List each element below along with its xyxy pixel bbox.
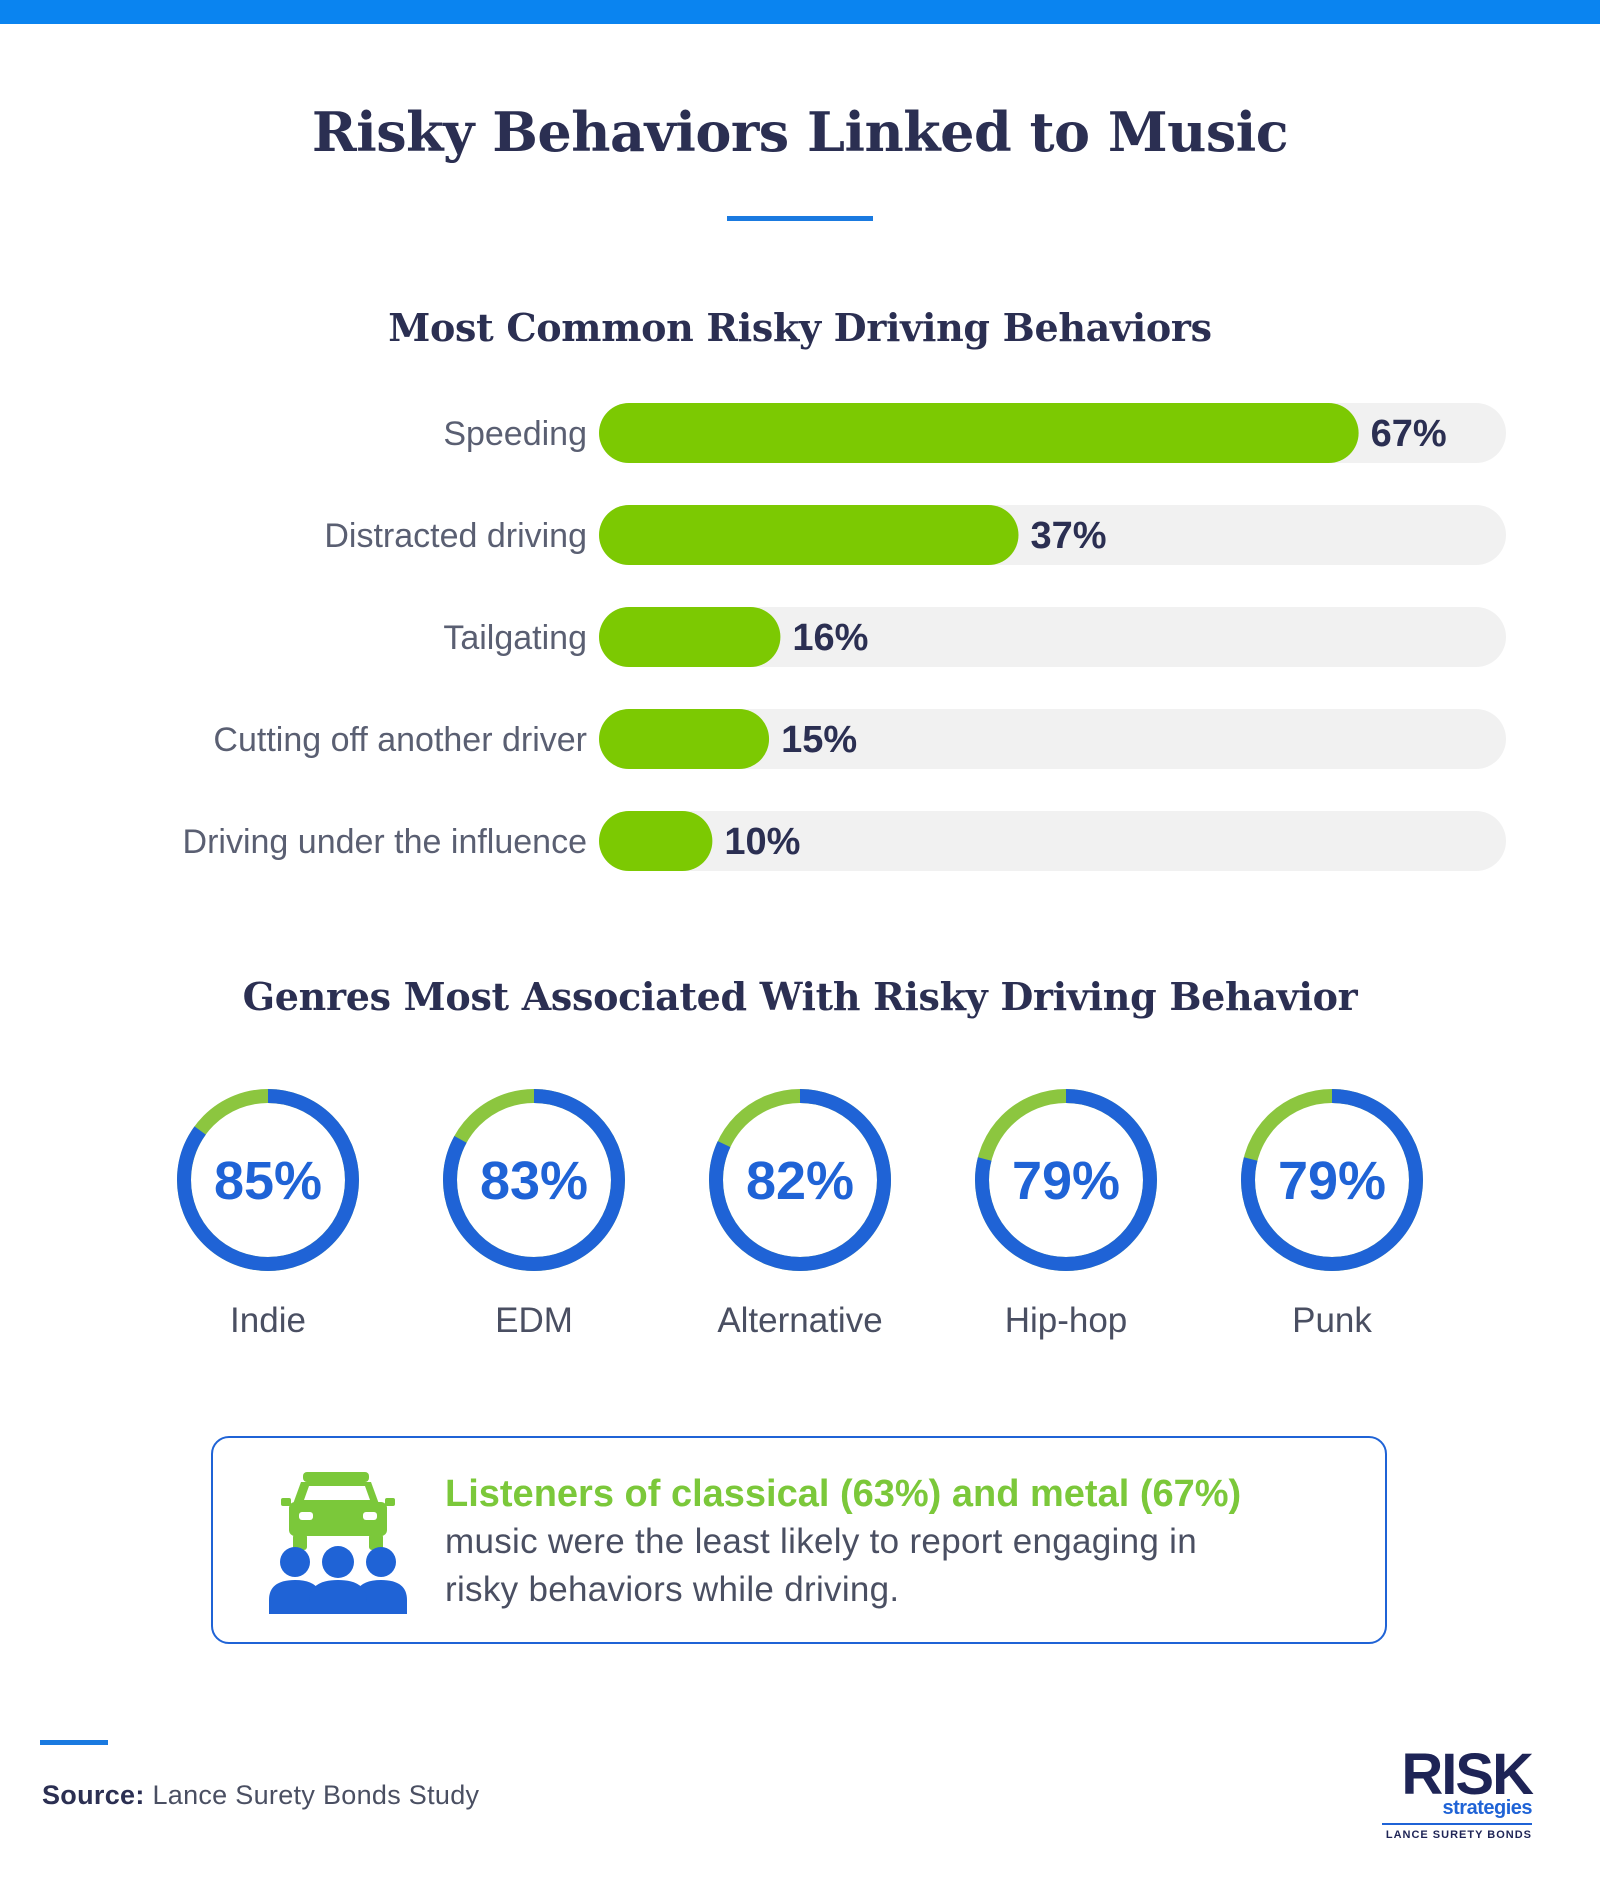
- bar-tailgating: [599, 607, 781, 667]
- callout-text: Listeners of classical (63%) and metal (…: [445, 1470, 1345, 1614]
- donut-hip-hop: 79% Hip-hop: [975, 1089, 1157, 1340]
- donut-label-hip-hop: Hip-hop: [1005, 1301, 1128, 1340]
- bar-value-speeding: 67%: [1371, 413, 1447, 455]
- bar-row-driving-under-the-influence: Driving under the influence 10%: [183, 811, 1506, 871]
- car-with-people-icon: [269, 1472, 407, 1614]
- callout-highlight: Listeners of classical (63%) and metal (…: [445, 1473, 1242, 1515]
- callout-line-2: risky behaviors while driving.: [445, 1570, 900, 1609]
- logo-tagline: LANCE SURETY BONDS: [1385, 1829, 1532, 1841]
- logo-subtitle: strategies: [1442, 1797, 1533, 1819]
- donut-arc-indie: [177, 1089, 359, 1271]
- source-label: Source:: [42, 1780, 145, 1810]
- bar-row-distracted-driving: Distracted driving 37%: [324, 505, 1506, 565]
- donut-edm: 83% EDM: [443, 1089, 625, 1340]
- bar-cutting-off-another-driver: [599, 709, 770, 769]
- bar-value-tailgating: 16%: [792, 617, 868, 659]
- donut-label-alternative: Alternative: [717, 1301, 882, 1340]
- donut-value-punk: 79%: [1278, 1151, 1386, 1211]
- bar-track-driving-under-the-influence: [599, 811, 1506, 871]
- top-accent-bar: [0, 0, 1600, 24]
- bar-driving-under-the-influence: [599, 811, 713, 871]
- source-citation: Source: Lance Surety Bonds Study: [42, 1780, 479, 1811]
- genre-donut-charts: 85%Indie83%EDM82%Alternative79%Hip-hop79…: [177, 1089, 1423, 1340]
- bar-row-tailgating: Tailgating 16%: [443, 607, 1506, 667]
- donut-arc-punk: [1241, 1089, 1423, 1271]
- donut-value-alternative: 82%: [746, 1151, 854, 1211]
- bar-label-tailgating: Tailgating: [443, 619, 587, 657]
- risk-strategies-logo: RISK strategies LANCE SURETY BONDS: [1382, 1742, 1534, 1845]
- bar-chart-title: Most Common Risky Driving Behaviors: [388, 305, 1212, 350]
- footer-rule: [40, 1740, 108, 1745]
- bar-row-cutting-off-another-driver: Cutting off another driver 15%: [213, 709, 1506, 769]
- bar-distracted-driving: [599, 505, 1019, 565]
- bar-track-tailgating: [599, 607, 1506, 667]
- donut-arc-hip-hop: [975, 1089, 1157, 1271]
- logo-wordmark: RISK: [1401, 1742, 1534, 1807]
- donut-label-indie: Indie: [230, 1301, 306, 1340]
- title-underline: [727, 216, 873, 221]
- bar-label-distracted-driving: Distracted driving: [324, 517, 587, 555]
- page-title: Risky Behaviors Linked to Music: [311, 100, 1289, 164]
- bar-value-cutting-off-another-driver: 15%: [781, 719, 857, 761]
- donut-indie: 85% Indie: [177, 1089, 359, 1340]
- donut-arc-edm: [443, 1089, 625, 1271]
- donut-label-punk: Punk: [1292, 1301, 1372, 1340]
- donut-label-edm: EDM: [495, 1301, 573, 1340]
- callout-box: Listeners of classical (63%) and metal (…: [211, 1436, 1387, 1644]
- donut-value-edm: 83%: [480, 1151, 588, 1211]
- donut-value-indie: 85%: [214, 1151, 322, 1211]
- genre-chart-title: Genres Most Associated With Risky Drivin…: [242, 974, 1358, 1019]
- risky-behaviors-bar-chart: Speeding 67% Distracted driving 37% Tailgati…: [183, 403, 1506, 871]
- donut-value-hip-hop: 79%: [1012, 1151, 1120, 1211]
- logo-divider: [1382, 1823, 1532, 1825]
- donut-alternative: 82% Alternative: [709, 1089, 891, 1340]
- bar-track-cutting-off-another-driver: [599, 709, 1506, 769]
- bar-value-driving-under-the-influence: 10%: [724, 821, 800, 863]
- bar-label-speeding: Speeding: [443, 415, 587, 453]
- bar-value-distracted-driving: 37%: [1030, 515, 1106, 557]
- donut-arc-alternative: [709, 1089, 891, 1271]
- bar-speeding: [599, 403, 1359, 463]
- bar-row-speeding: Speeding 67%: [443, 403, 1506, 463]
- source-text: Lance Surety Bonds Study: [152, 1780, 480, 1810]
- donut-punk: 79% Punk: [1241, 1089, 1423, 1340]
- bar-label-driving-under-the-influence: Driving under the influence: [183, 823, 587, 861]
- bar-label-cutting-off-another-driver: Cutting off another driver: [213, 721, 587, 759]
- callout-line-1: music were the least likely to report en…: [445, 1522, 1198, 1561]
